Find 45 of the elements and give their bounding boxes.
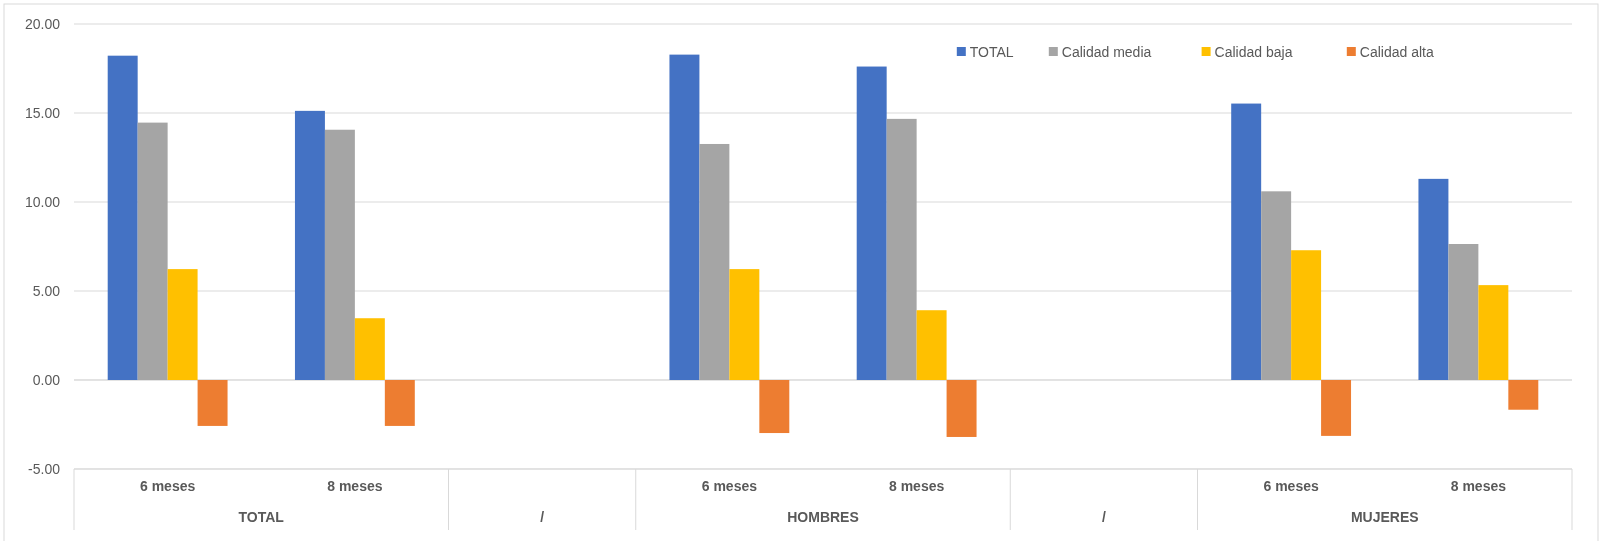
bar [856,66,887,380]
bar [729,269,760,380]
x-tick-label: 6 meses [701,478,758,494]
legend-label: Calidad alta [1359,44,1434,60]
x-tick-label: 8 meses [327,478,383,494]
bar [354,318,385,380]
text: HOMBRES [787,509,859,525]
bar [384,380,415,426]
y-tick-label: 15.00 [24,104,61,121]
bar [1291,250,1322,380]
bar [1448,244,1479,380]
y-tick-label: -5.00 [28,460,61,477]
bar [107,55,138,380]
text: MUJERES [1350,509,1419,525]
y-tick-label: 20.00 [24,15,61,32]
bar [759,380,790,434]
bar [1321,380,1352,436]
legend-label: TOTAL [969,44,1014,60]
bar [1478,285,1509,380]
legend-label: Calidad baja [1214,44,1293,60]
bar [1418,178,1449,380]
bar [699,143,730,380]
x-tick-label: 8 meses [888,478,945,494]
x-tick-label: 8 meses [1450,478,1507,494]
bar [1231,103,1262,380]
x-tick-label: 6 meses [139,478,196,494]
text: TOTAL [238,509,285,525]
y-tick-label: 5.00 [32,282,61,299]
bar [324,129,355,380]
y-tick-label: 10.00 [24,193,61,210]
text: / [1101,509,1106,525]
bar [294,110,325,380]
bar [916,310,947,380]
bar [1508,380,1539,410]
y-tick-label: 0.00 [32,371,61,388]
bar [886,118,917,380]
bar [669,54,700,380]
bar [1261,191,1292,380]
bar [167,269,198,380]
x-tick-label: 6 meses [1263,478,1319,494]
bar [197,380,228,426]
bar [137,122,168,380]
bar [946,380,977,437]
text: / [540,509,545,525]
legend-label: Calidad media [1061,44,1152,60]
